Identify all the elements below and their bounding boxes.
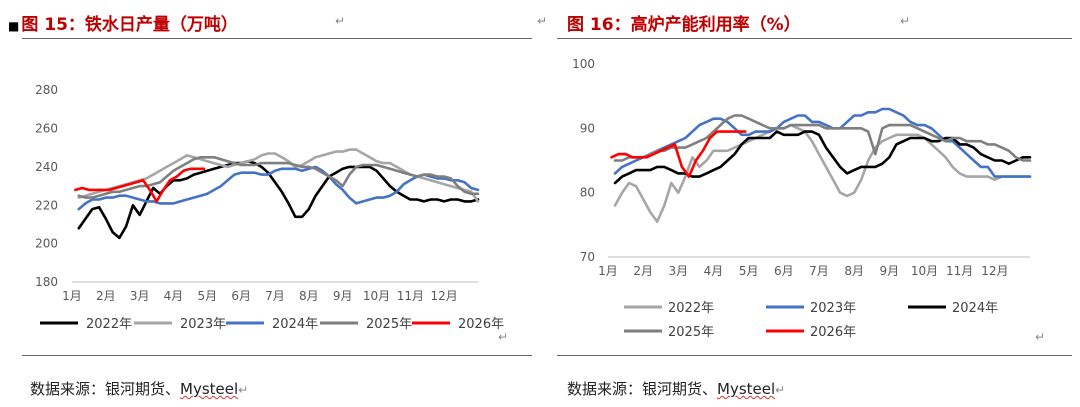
source-brand: Mysteel	[717, 380, 776, 398]
series-line	[613, 107, 1032, 178]
legend-label: 2024年	[272, 317, 318, 332]
chart-title: 图 16：高炉产能利用率（%）	[567, 10, 801, 35]
chart-title-text: 图 16：高炉产能利用率（%）	[567, 15, 801, 35]
x-tick-label: 3月	[130, 289, 150, 303]
x-tick-label: 6月	[231, 289, 251, 303]
return-mark-icon: ↵	[900, 14, 911, 28]
series-line	[610, 130, 747, 178]
x-tick-label: 9月	[880, 264, 900, 278]
x-tick-label: 5月	[198, 289, 218, 303]
legend-label: 2022年	[668, 301, 714, 316]
series-line	[613, 114, 1032, 162]
y-tick-label: 260	[35, 122, 58, 136]
legend-label: 2023年	[180, 317, 226, 332]
series-line	[77, 165, 480, 211]
x-tick-label: 9月	[333, 289, 353, 303]
x-tick-label: 4月	[164, 289, 184, 303]
top-rule	[22, 38, 532, 39]
y-tick-label: 200	[35, 237, 58, 251]
chart-title-text: 图 15：铁水日产量（万吨）	[21, 15, 238, 35]
y-tick-label: 220	[35, 198, 58, 212]
legend-label: 2026年	[810, 325, 856, 340]
source-prefix: 数据来源：银河期货、	[567, 380, 718, 398]
x-tick-label: 12月	[981, 264, 1008, 278]
chart-iron-output: 180 200 220 240 260 280 1月 2月 3月 4月 5月 6月 7月 8月 9月 10月 1…	[35, 83, 504, 332]
source-note: 数据来源：银河期货、Mysteel↵	[567, 378, 785, 399]
x-tick-label: 8月	[844, 264, 864, 278]
legend-label: 2025年	[668, 325, 714, 340]
x-tick-label: 6月	[774, 264, 794, 278]
series-line	[77, 159, 480, 240]
legend-label: 2024年	[952, 301, 998, 316]
x-tick-label: 1月	[62, 289, 82, 303]
bottom-rule	[22, 355, 532, 356]
y-tick-label: 90	[580, 121, 595, 135]
x-tick-label: 5月	[739, 264, 759, 278]
source-prefix: 数据来源：银河期货、	[30, 380, 181, 398]
y-tick-label: 100	[572, 57, 595, 71]
chart-title: ■ 图 15：铁水日产量（万吨）	[8, 10, 238, 35]
x-tick-label: 8月	[299, 289, 319, 303]
legend-label: 2025年	[366, 317, 412, 332]
x-tick-label: 2月	[633, 264, 653, 278]
chart-blast-furnace-utilization: 70 80 90 100 1月 2月 3月 4月 5月 6月 7月 8月 9月 10月 11月 12月 2022…	[572, 57, 1032, 340]
chart-panel-iron: ■ 图 15：铁水日产量（万吨） ↵ 180 200 220 240 260 280 1月 2月…	[0, 0, 535, 407]
legend-label: 2022年	[86, 317, 132, 332]
x-tick-label: 2月	[96, 289, 116, 303]
source-brand: Mysteel	[180, 380, 239, 398]
series-line	[74, 167, 206, 203]
top-rule	[557, 38, 1072, 39]
y-tick-label: 180	[35, 275, 58, 289]
y-tick-label: 80	[580, 186, 595, 200]
x-tick-label: 1月	[598, 264, 618, 278]
x-tick-label: 11月	[397, 289, 424, 303]
x-tick-label: 3月	[669, 264, 689, 278]
bottom-rule	[557, 355, 1072, 356]
x-tick-label: 11月	[946, 264, 973, 278]
x-tick-label: 4月	[704, 264, 724, 278]
return-mark-icon: ↵	[775, 383, 786, 397]
series-line	[613, 130, 1032, 185]
x-tick-label: 7月	[809, 264, 829, 278]
series-line	[613, 123, 1032, 223]
x-tick-label: 12月	[431, 289, 458, 303]
chart-panel-utilization: ↵ 图 16：高炉产能利用率（%） ↵ 70 80 90 100 1月 2月 3月 4月 5月 6…	[537, 0, 1080, 407]
series-line	[77, 156, 480, 199]
y-tick-label: 70	[580, 250, 595, 264]
return-mark-icon: ↵	[537, 14, 548, 28]
source-note: 数据来源：银河期货、Mysteel↵	[30, 378, 248, 399]
y-tick-label: 240	[35, 160, 58, 174]
return-mark-icon: ↵	[498, 330, 509, 344]
return-mark-icon: ↵	[1035, 330, 1046, 344]
bullet-icon: ■	[8, 19, 20, 33]
x-tick-label: 10月	[911, 264, 938, 278]
y-tick-label: 280	[35, 83, 58, 97]
return-mark-icon: ↵	[335, 14, 346, 28]
legend-label: 2023年	[810, 301, 856, 316]
x-tick-label: 10月	[363, 289, 390, 303]
x-tick-label: 7月	[265, 289, 285, 303]
legend-label: 2026年	[458, 317, 504, 332]
return-mark-icon: ↵	[238, 383, 249, 397]
